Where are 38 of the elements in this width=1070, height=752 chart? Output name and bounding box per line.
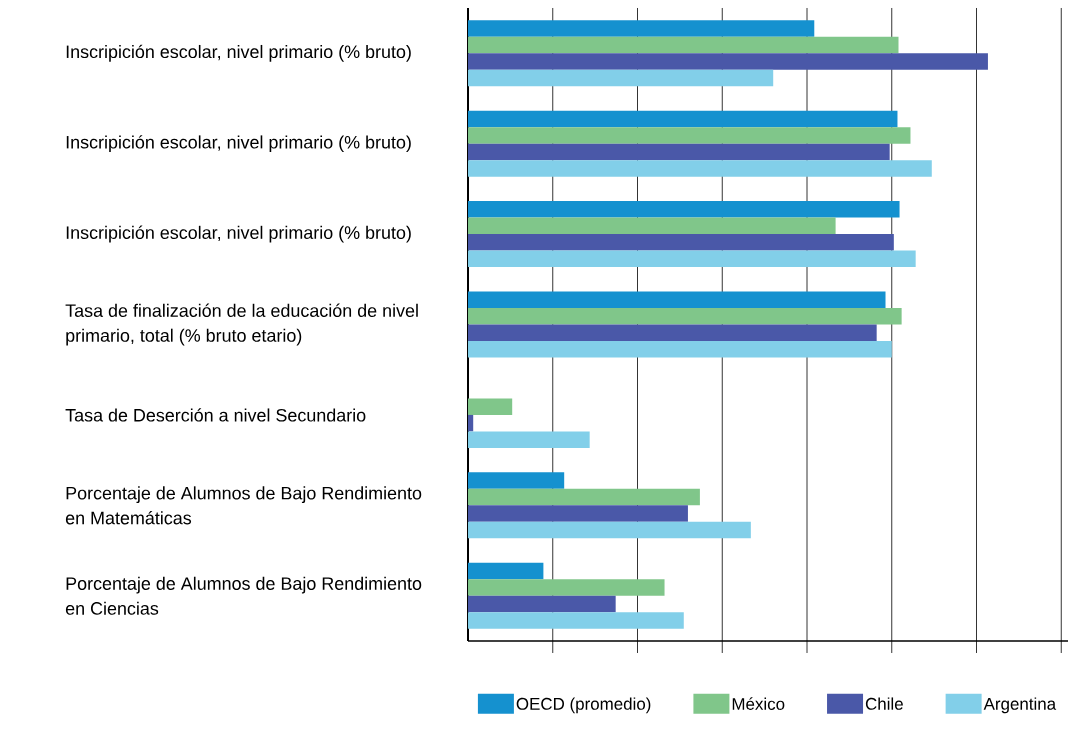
y-tick-label: Porcentaje de Alumnos de Bajo Rendimiento en Ciencias	[65, 576, 422, 615]
bar	[468, 291, 886, 308]
bar	[468, 160, 932, 177]
bar	[468, 431, 590, 448]
bar	[468, 579, 665, 596]
bar	[468, 217, 836, 235]
bar	[468, 110, 898, 128]
bar	[468, 340, 892, 358]
y-tick-label: Inscripición escolar, nivel primario (% bruto)	[66, 225, 411, 243]
bar	[468, 250, 916, 268]
bar	[468, 20, 815, 37]
legend-label: Argentina	[983, 697, 1057, 714]
bar	[468, 612, 684, 629]
y-tick-label: Tasa de Deserción a nivel Secundario	[65, 408, 366, 422]
bar	[468, 472, 565, 489]
y-tick-label: Porcentaje de Alumnos de Bajo Rendimiento en Matemáticas	[65, 486, 422, 525]
bar	[468, 69, 774, 87]
bar	[468, 414, 474, 432]
bar	[468, 562, 544, 580]
y-tick-label: Inscripición escolar, nivel primario (% bruto)	[66, 135, 411, 153]
bar	[468, 143, 890, 161]
bar	[468, 324, 877, 341]
legend-label: México	[732, 697, 785, 710]
bar	[468, 307, 902, 325]
bar	[468, 488, 700, 506]
bar	[468, 505, 688, 522]
bar	[468, 201, 900, 218]
bar	[468, 127, 911, 144]
bar	[468, 234, 894, 251]
legend-label: OECD (promedio)	[516, 697, 651, 714]
bar	[468, 398, 513, 415]
bar	[468, 521, 751, 539]
bar	[468, 36, 899, 54]
y-tick-label: Inscripición escolar, nivel primario (% bruto)	[66, 44, 411, 62]
y-tick-label: Tasa de finalización de la educación de nivel primario, total (% bruto etario)	[65, 303, 418, 346]
legend-label: Chile	[865, 697, 903, 710]
bar	[468, 53, 988, 70]
bar	[468, 595, 616, 613]
